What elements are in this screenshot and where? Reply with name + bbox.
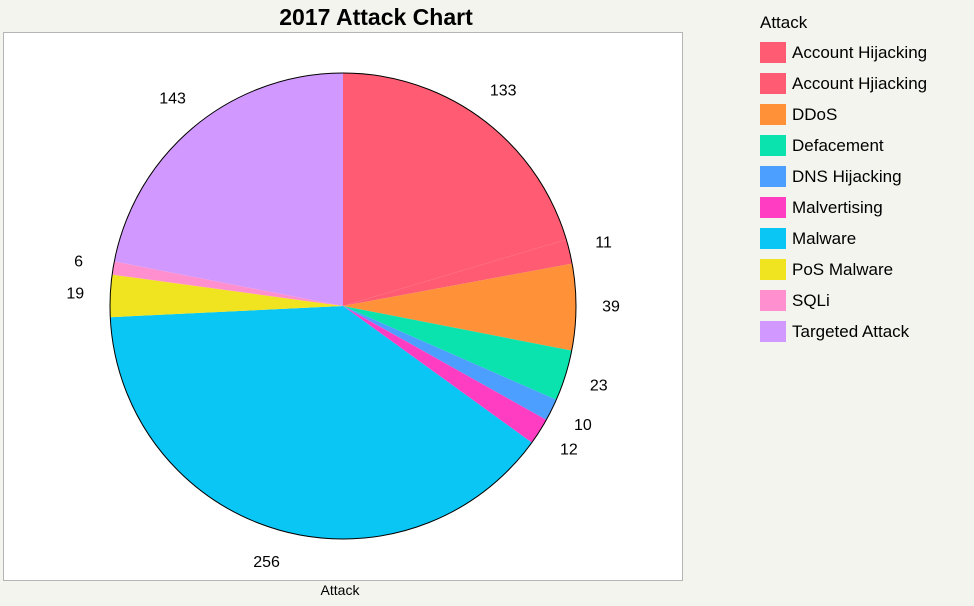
legend-label: DDoS: [792, 104, 838, 124]
legend-label: PoS Malware: [792, 259, 894, 279]
data-label-sqli: 6: [74, 254, 83, 271]
legend-item-defacement: Defacement: [760, 130, 927, 161]
pie-slices: [109, 73, 576, 540]
data-label-account-hjiacking: 11: [595, 235, 612, 252]
pie-slice-sqli: [112, 261, 343, 306]
data-label-account-hijacking: 133: [490, 82, 517, 99]
legend-item-malvertising: Malvertising: [760, 192, 927, 223]
legend-item-malware: Malware: [760, 223, 927, 254]
data-label-defacement: 23: [590, 377, 608, 394]
legend-swatch: [760, 228, 786, 249]
legend-item-account-hijacking: Account Hijacking: [760, 37, 927, 68]
pie-slice-malware: [110, 306, 532, 540]
chart-title: 2017 Attack Chart: [279, 4, 473, 30]
legend-label: Account Hijacking: [792, 42, 928, 62]
pie-slice-dns-hijacking: [343, 306, 557, 420]
legend-label: Account Hjiacking: [792, 73, 928, 93]
legend-swatch: [760, 73, 786, 94]
plot-area: 133 11 39 23 10 12 256 19 6 143: [3, 32, 683, 581]
legend-label: SQLi: [792, 290, 830, 310]
legend-label: Targeted Attack: [792, 321, 910, 341]
legend-swatch: [760, 197, 786, 218]
legend-item-dns-hijacking: DNS Hijacking: [760, 161, 927, 192]
legend-swatch: [760, 290, 786, 311]
legend-label: Malvertising: [792, 197, 883, 217]
legend-items: Account Hijacking Account Hjiacking DDoS De…: [760, 37, 927, 347]
x-axis-label: Attack: [320, 582, 360, 598]
pie-slice-account-hijacking: [343, 73, 567, 306]
legend-swatch: [760, 166, 786, 187]
legend-swatch: [760, 259, 786, 280]
pie-slice-defacement: [343, 306, 572, 400]
legend-item-sqli: SQLi: [760, 285, 927, 316]
data-label-ddos: 39: [602, 299, 620, 316]
data-label-targeted-attack: 143: [159, 90, 186, 107]
legend-swatch: [760, 42, 786, 63]
data-label-malvertising: 12: [560, 442, 578, 459]
legend-item-targeted-attack: Targeted Attack: [760, 316, 927, 347]
legend-item-pos-malware: PoS Malware: [760, 254, 927, 285]
legend-label: DNS Hijacking: [792, 166, 902, 186]
legend-item-account-hjiacking: Account Hjiacking: [760, 68, 927, 99]
legend: Attack Account Hijacking Account Hjiackin…: [760, 13, 927, 347]
legend-title: Attack: [760, 13, 808, 32]
data-label-dns-hijacking: 10: [574, 417, 592, 434]
legend-item-ddos: DDoS: [760, 99, 927, 130]
legend-swatch: [760, 321, 786, 342]
data-label-malware: 256: [253, 554, 280, 571]
data-label-pos-malware: 19: [66, 286, 84, 303]
legend-label: Malware: [792, 228, 857, 248]
pie-slice-account-hjiacking: [343, 239, 573, 306]
pie-slice-ddos: [343, 263, 576, 351]
pie-data-labels: 133 11 39 23 10 12 256 19 6 143: [66, 82, 620, 571]
pie-slice-pos-malware: [109, 274, 343, 318]
legend-label: Defacement: [792, 135, 884, 155]
pie-chart: 133 11 39 23 10 12 256 19 6 143: [66, 72, 620, 571]
legend-swatch: [760, 135, 786, 156]
pie-outline: [109, 72, 577, 540]
pie-slice-targeted-attack: [114, 73, 343, 306]
pie-slice-malvertising: [343, 306, 547, 443]
legend-swatch: [760, 104, 786, 125]
